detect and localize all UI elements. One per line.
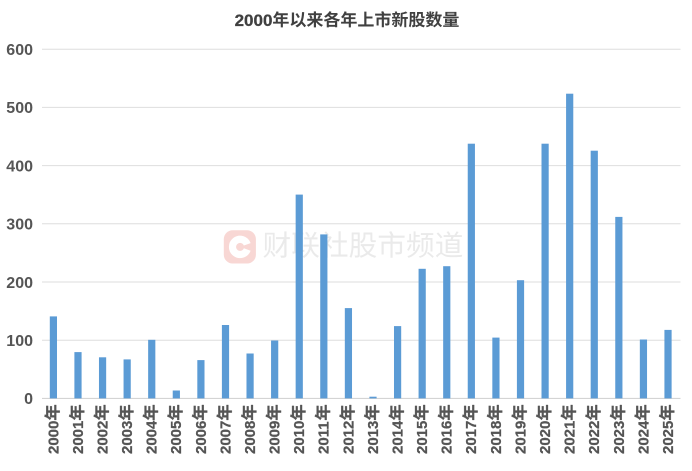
svg-text:2015: 2015 xyxy=(414,421,431,454)
svg-text:2005: 2005 xyxy=(168,421,185,454)
svg-text:2014: 2014 xyxy=(390,420,407,454)
svg-text:2002: 2002 xyxy=(95,421,112,454)
svg-text:2019: 2019 xyxy=(512,421,529,454)
svg-text:2025: 2025 xyxy=(660,421,677,454)
svg-text:2021: 2021 xyxy=(562,421,579,454)
svg-text:2024: 2024 xyxy=(635,420,652,454)
svg-text:2010: 2010 xyxy=(291,421,308,454)
svg-text:2020: 2020 xyxy=(537,421,554,454)
svg-text:2012: 2012 xyxy=(340,421,357,454)
svg-text:2000: 2000 xyxy=(235,11,273,30)
svg-text:2013: 2013 xyxy=(365,421,382,454)
svg-text:2008: 2008 xyxy=(242,421,259,454)
svg-text:2016: 2016 xyxy=(439,421,456,454)
svg-text:300: 300 xyxy=(6,217,33,234)
svg-text:500: 500 xyxy=(6,100,33,117)
svg-text:2017: 2017 xyxy=(463,421,480,454)
svg-text:2001: 2001 xyxy=(70,421,87,454)
svg-text:0: 0 xyxy=(24,391,33,408)
svg-text:2009: 2009 xyxy=(267,421,284,454)
svg-text:2004: 2004 xyxy=(144,420,161,454)
svg-text:2003: 2003 xyxy=(119,421,136,454)
svg-text:2022: 2022 xyxy=(586,421,603,454)
svg-text:2023: 2023 xyxy=(611,421,628,454)
svg-text:2011: 2011 xyxy=(316,421,333,454)
svg-text:2018: 2018 xyxy=(488,421,505,454)
svg-text:2006: 2006 xyxy=(193,421,210,454)
svg-text:600: 600 xyxy=(6,42,33,59)
svg-text:400: 400 xyxy=(6,158,33,175)
svg-text:2000: 2000 xyxy=(45,421,62,454)
svg-text:100: 100 xyxy=(6,333,33,350)
svg-text:200: 200 xyxy=(6,275,33,292)
svg-text:2007: 2007 xyxy=(217,421,234,454)
